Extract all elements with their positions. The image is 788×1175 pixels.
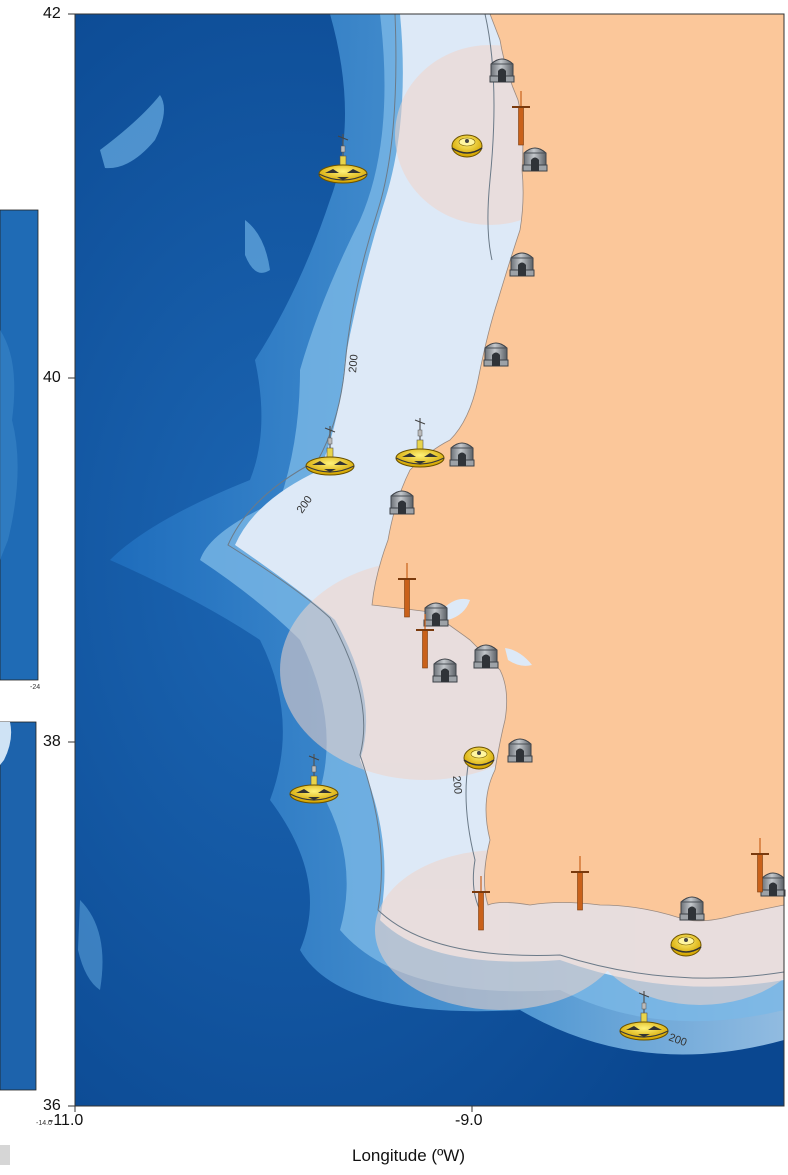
isobath-200m <box>227 14 784 979</box>
estuary-sado <box>505 648 532 666</box>
bathymetry-map <box>75 14 784 1106</box>
contour-label-200-south: 200 <box>450 775 464 794</box>
y-tick-label: 38 <box>43 733 61 750</box>
inset-tick-label: -14.0 <box>36 1120 52 1127</box>
axis-ticks <box>68 13 473 1112</box>
x-axis-label: Longitude (ºW) <box>352 1146 465 1165</box>
contour-label-200-algarve: 200 <box>667 1032 688 1050</box>
y-tick-label: 42 <box>43 5 61 22</box>
inset-tick-label: -24 <box>30 684 41 691</box>
inset-colorbar-fragment <box>0 1145 10 1165</box>
x-tick-label: -11.0 <box>48 1112 84 1129</box>
inset-map-lower <box>0 722 36 1090</box>
y-tick-label: 40 <box>43 369 61 386</box>
contour-label-200-north: 200 <box>347 354 361 373</box>
x-tick-label: -9.0 <box>455 1112 483 1129</box>
y-tick-label: 36 <box>43 1097 61 1114</box>
plot-frame <box>74 13 785 1107</box>
